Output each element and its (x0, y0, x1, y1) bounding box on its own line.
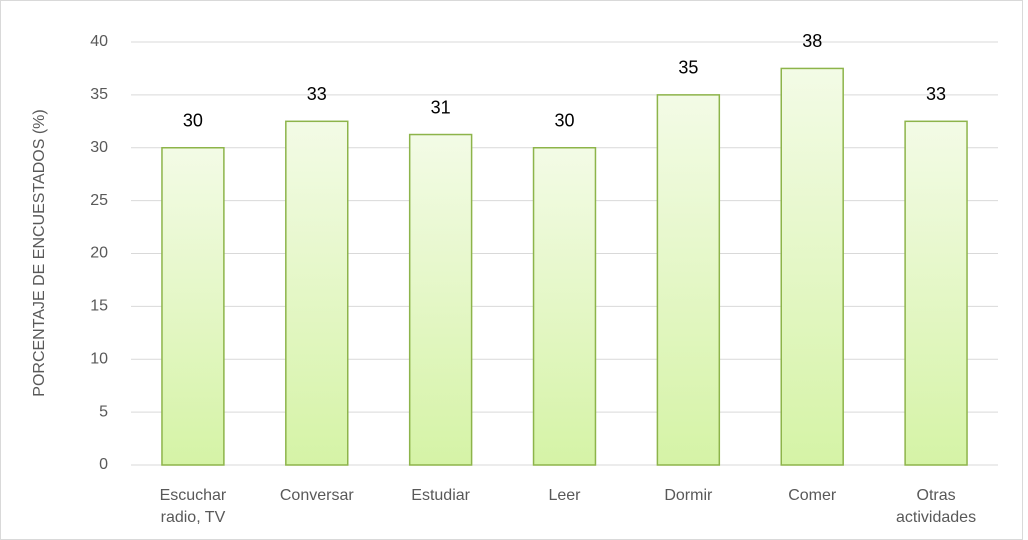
x-tick-label: Otras actividades (896, 487, 977, 526)
x-tick-label: Leer (548, 487, 581, 504)
data-label: 33 (307, 84, 327, 104)
y-axis-label: PORCENTAJE DE ENCUESTADOS (%) (31, 109, 48, 396)
y-tick-label: 20 (90, 245, 108, 262)
y-tick-label: 10 (90, 350, 108, 367)
y-tick-label: 5 (99, 403, 108, 420)
data-label: 30 (554, 111, 574, 131)
bar (285, 120, 349, 466)
x-tick-label: Conversar (279, 487, 354, 504)
y-tick-label: 0 (99, 456, 108, 473)
y-tick-label: 40 (90, 33, 108, 50)
x-tick-label: Comer (788, 487, 837, 504)
data-label: 33 (926, 84, 946, 104)
bar (408, 133, 473, 466)
x-tick-label: Escuchar radio, TV (159, 487, 227, 526)
data-label: 38 (802, 31, 822, 51)
bar (904, 120, 968, 466)
y-tick-label: 30 (90, 139, 108, 156)
bar (161, 147, 225, 466)
x-tick-label: Estudiar (411, 487, 470, 504)
y-tick-label: 25 (90, 192, 108, 209)
bar (532, 147, 597, 466)
y-tick-label: 35 (90, 86, 108, 103)
bar (780, 67, 844, 466)
y-tick-label: 15 (90, 298, 108, 315)
data-label: 31 (431, 97, 451, 117)
x-tick-label: Dormir (664, 487, 713, 504)
bar (656, 94, 721, 466)
data-label: 30 (183, 111, 203, 131)
data-label: 35 (678, 58, 698, 78)
